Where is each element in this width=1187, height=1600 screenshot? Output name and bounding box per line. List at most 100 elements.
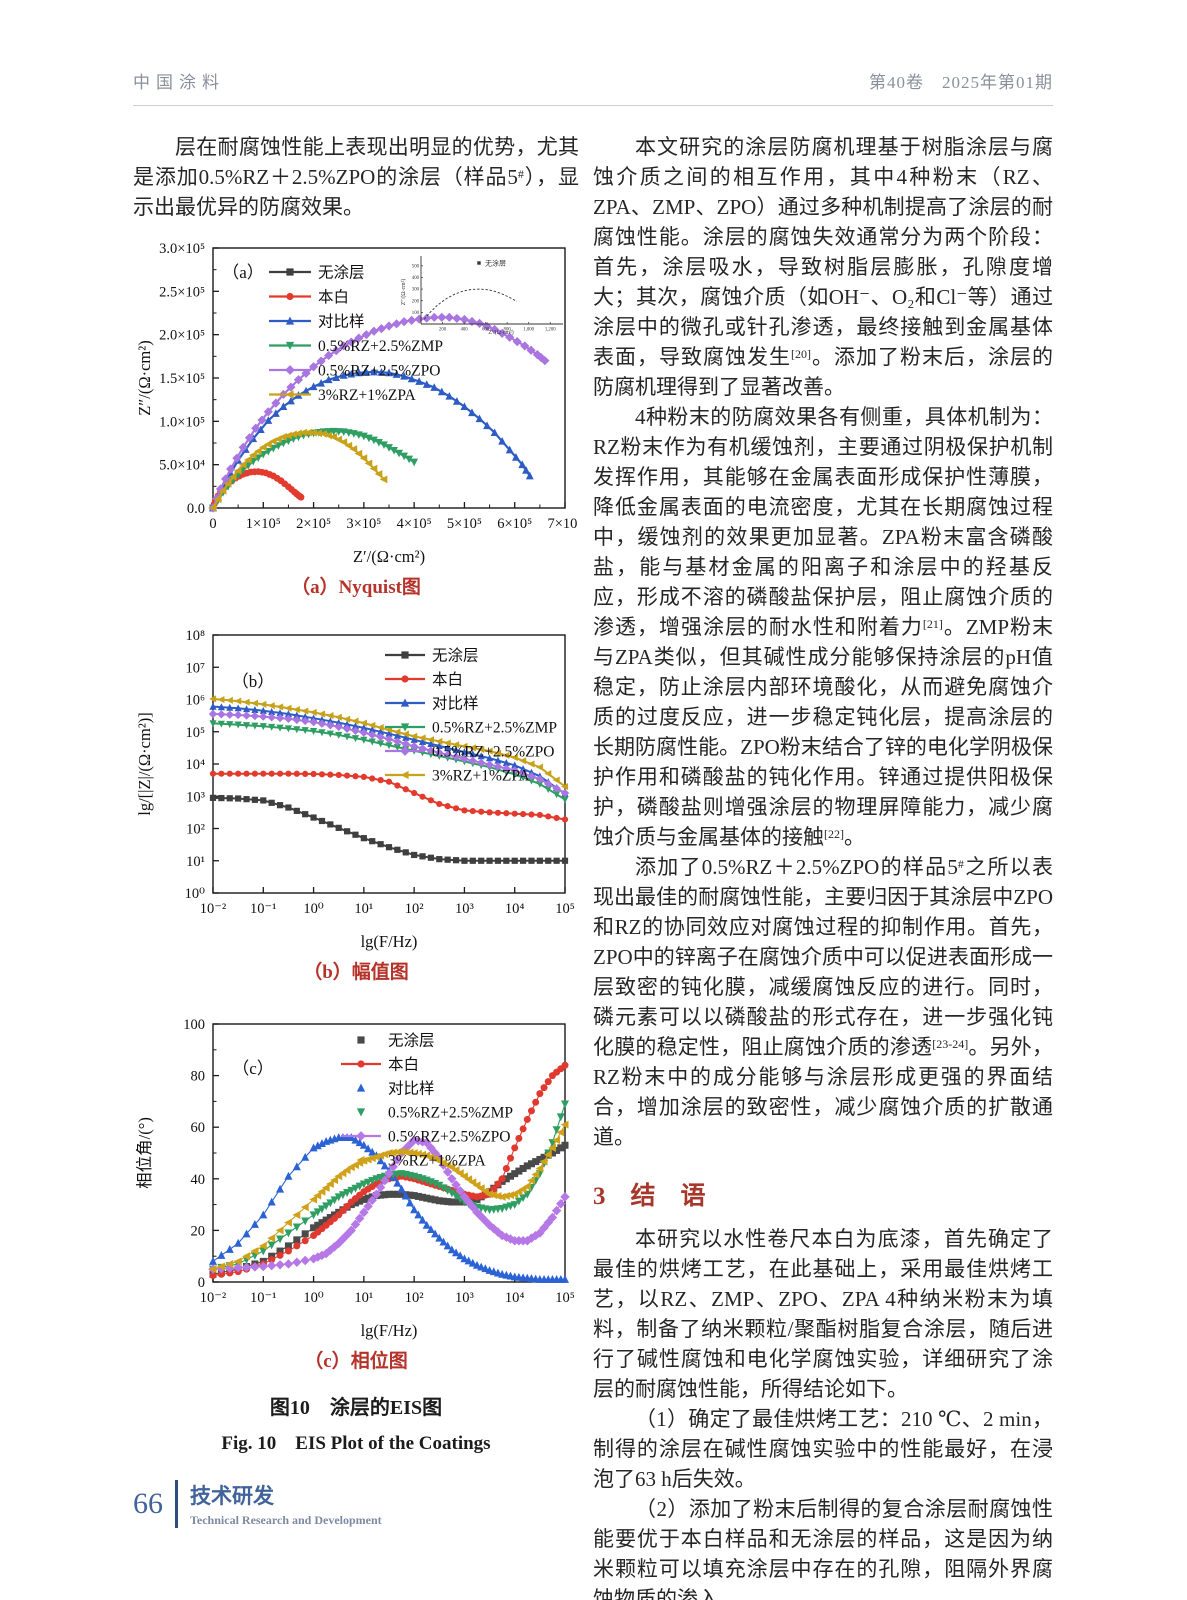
- svg-text:10²: 10²: [186, 822, 206, 838]
- svg-text:60: 60: [191, 1120, 206, 1136]
- paragraph-mechanism-overview: 本文研究的涂层防腐机理基于树脂涂层与腐蚀介质之间的相互作用，其中4种粉末（RZ、…: [593, 135, 1053, 399]
- svg-text:Z′/(Ω·cm²): Z′/(Ω·cm²): [488, 329, 513, 336]
- svg-text:0.5%RZ+2.5%ZPO: 0.5%RZ+2.5%ZPO: [432, 744, 554, 761]
- svg-text:10⁰: 10⁰: [303, 901, 324, 917]
- svg-text:无涂层: 无涂层: [432, 647, 479, 665]
- svg-text:对比样: 对比样: [432, 695, 479, 713]
- svg-text:10¹: 10¹: [186, 854, 205, 870]
- svg-text:相位角/(°): 相位角/(°): [135, 1117, 154, 1189]
- svg-text:10⁵: 10⁵: [185, 725, 205, 741]
- svg-text:1×10⁵: 1×10⁵: [246, 516, 281, 532]
- svg-text:本白: 本白: [318, 288, 349, 306]
- figure-caption-en: Fig. 10 EIS Plot of the Coatings: [221, 1433, 491, 1454]
- svg-text:（c）: （c）: [232, 1059, 274, 1078]
- figure-caption-zh: 图10 涂层的EIS图: [269, 1397, 443, 1419]
- bode-magnitude-chart: 10⁻² 10⁻¹ 10⁰ 10¹ 10² 10³ 10⁴ 10⁵ 10⁰ 10¹ 10² 10³ 10…: [135, 628, 575, 951]
- svg-text:3×10⁵: 3×10⁵: [346, 516, 381, 532]
- svg-text:无涂层: 无涂层: [485, 259, 506, 268]
- svg-text:1.5×10⁵: 1.5×10⁵: [159, 371, 205, 387]
- svg-text:10³: 10³: [455, 1290, 475, 1306]
- left-column: 层在耐腐蚀性能上表现出明显的优势，尤其是添加0.5%RZ＋2.5%ZPO的涂层（…: [133, 132, 579, 1600]
- footer-divider: [175, 1480, 178, 1528]
- svg-text:10²: 10²: [405, 901, 425, 917]
- svg-text:（a）: （a）: [222, 263, 264, 282]
- svg-text:10⁴: 10⁴: [505, 1290, 525, 1306]
- svg-text:600: 600: [482, 328, 490, 333]
- svg-text:0.0: 0.0: [187, 501, 205, 517]
- svg-text:3%RZ+1%ZPA: 3%RZ+1%ZPA: [388, 1153, 487, 1170]
- footer-section-zh: 技术研发: [190, 1485, 274, 1508]
- svg-text:无涂层: 无涂层: [388, 1032, 435, 1050]
- svg-text:Z″/(Ω·cm²): Z″/(Ω·cm²): [400, 279, 407, 306]
- svg-text:6×10⁵: 6×10⁵: [497, 516, 532, 532]
- svg-text:10¹: 10¹: [354, 1290, 373, 1306]
- svg-text:20: 20: [191, 1223, 206, 1239]
- svg-text:3%RZ+1%ZPA: 3%RZ+1%ZPA: [432, 768, 531, 785]
- footer-section-en: Technical Research and Development: [190, 1513, 382, 1527]
- svg-text:10³: 10³: [455, 901, 475, 917]
- paragraph-conclusion-intro: 本研究以水性卷尺本白为底漆，首先确定了最佳的烘烤工艺，在此基础上，采用最佳烘烤工…: [593, 1227, 1053, 1401]
- svg-text:3.0×10⁵: 3.0×10⁵: [159, 241, 205, 257]
- nyquist-chart: 0 1×10⁵ 2×10⁵ 3×10⁵ 4×10⁵ 5×10⁵ 6×10⁵ 7×10⁵ 0.0 5…: [135, 241, 578, 566]
- svg-text:200: 200: [439, 328, 447, 333]
- svg-text:7×10⁵: 7×10⁵: [548, 516, 578, 532]
- svg-text:10⁻¹: 10⁻¹: [250, 901, 277, 917]
- svg-text:10²: 10²: [405, 1290, 425, 1306]
- svg-text:10¹: 10¹: [354, 901, 373, 917]
- page-header: 中国涂料 第40卷 2025年第01期: [133, 68, 1053, 106]
- paragraph-conclusion-2: （2）添加了粉末后制得的复合涂层耐腐蚀性能要优于本白样品和无涂层的样品，这是因为…: [593, 1497, 1053, 1600]
- svg-text:10⁶: 10⁶: [185, 693, 205, 709]
- svg-text:10⁵: 10⁵: [555, 901, 575, 917]
- bode-phase-chart: 10⁻² 10⁻¹ 10⁰ 10¹ 10² 10³ 10⁴ 10⁵ 0 20 40 60 80 100 lg…: [135, 1017, 575, 1340]
- subcaption-b: （b）幅值图: [303, 962, 409, 983]
- svg-text:0.5%RZ+2.5%ZMP: 0.5%RZ+2.5%ZMP: [318, 338, 443, 355]
- svg-text:10⁷: 10⁷: [185, 660, 205, 676]
- svg-text:0.5%RZ+2.5%ZPO: 0.5%RZ+2.5%ZPO: [318, 363, 440, 380]
- subcaption-a: （a）Nyquist图: [291, 577, 421, 598]
- issue-info: 第40卷 2025年第01期: [869, 73, 1053, 92]
- svg-text:10⁻²: 10⁻²: [200, 901, 227, 917]
- svg-text:10⁸: 10⁸: [185, 628, 205, 644]
- svg-text:5×10⁵: 5×10⁵: [447, 516, 482, 532]
- svg-text:10³: 10³: [186, 789, 206, 805]
- paragraph-conclusion-1: （1）确定了最佳烘烤工艺：210 ℃、2 min，制得的涂层在碱性腐蚀实验中的性…: [593, 1407, 1053, 1491]
- svg-text:0: 0: [198, 1275, 205, 1291]
- figure-10: 0 1×10⁵ 2×10⁵ 3×10⁵ 4×10⁵ 5×10⁵ 6×10⁵ 7×10⁵ 0.0 5…: [133, 238, 579, 1455]
- subcaption-c: （c）相位图: [304, 1351, 408, 1372]
- svg-text:对比样: 对比样: [318, 313, 365, 331]
- svg-text:Z″/(Ω·cm²): Z″/(Ω·cm²): [135, 340, 154, 415]
- svg-text:2.5×10⁵: 2.5×10⁵: [159, 284, 205, 300]
- svg-text:10⁰: 10⁰: [303, 1290, 324, 1306]
- paragraph-sample5-synergy: 添加了0.5%RZ＋2.5%ZPO的样品5#之所以表现出最佳的耐腐蚀性能，主要归…: [593, 855, 1054, 1149]
- svg-text:0: 0: [209, 516, 216, 532]
- svg-text:10⁻²: 10⁻²: [200, 1290, 227, 1306]
- intro-paragraph: 层在耐腐蚀性能上表现出明显的优势，尤其是添加0.5%RZ＋2.5%ZPO的涂层（…: [133, 135, 580, 219]
- svg-text:（b）: （b）: [232, 672, 275, 691]
- svg-text:10⁴: 10⁴: [505, 901, 525, 917]
- page-number: 66: [133, 1487, 163, 1520]
- svg-text:2×10⁵: 2×10⁵: [296, 516, 331, 532]
- svg-text:0.5%RZ+2.5%ZPO: 0.5%RZ+2.5%ZPO: [388, 1129, 510, 1146]
- right-column: 本文研究的涂层防腐机理基于树脂涂层与腐蚀介质之间的相互作用，其中4种粉末（RZ、…: [593, 132, 1053, 1600]
- svg-text:10⁻¹: 10⁻¹: [250, 1290, 277, 1306]
- svg-text:本白: 本白: [432, 671, 463, 689]
- svg-text:1,000: 1,000: [523, 328, 534, 333]
- svg-text:800: 800: [504, 328, 512, 333]
- svg-text:无涂层: 无涂层: [318, 264, 365, 282]
- svg-text:400: 400: [460, 328, 468, 333]
- svg-text:1,200: 1,200: [545, 328, 556, 333]
- svg-text:100: 100: [183, 1017, 205, 1033]
- svg-text:Z′/(Ω·cm²): Z′/(Ω·cm²): [353, 547, 425, 566]
- svg-text:对比样: 对比样: [388, 1080, 435, 1098]
- two-column-body: 层在耐腐蚀性能上表现出明显的优势，尤其是添加0.5%RZ＋2.5%ZPO的涂层（…: [133, 132, 1053, 1600]
- svg-text:40: 40: [191, 1172, 206, 1188]
- svg-text:400: 400: [412, 276, 420, 281]
- paragraph-powder-mechanisms: 4种粉末的防腐效果各有侧重，具体机制为：RZ粉末作为有机缓蚀剂，主要通过阴极保护…: [593, 405, 1053, 849]
- page-footer: 66 技术研发 Technical Research and Developme…: [133, 1480, 382, 1528]
- svg-text:0.5%RZ+2.5%ZMP: 0.5%RZ+2.5%ZMP: [432, 720, 557, 737]
- svg-text:10⁵: 10⁵: [555, 1290, 575, 1306]
- svg-text:3%RZ+1%ZPA: 3%RZ+1%ZPA: [318, 387, 417, 404]
- svg-text:0.5%RZ+2.5%ZMP: 0.5%RZ+2.5%ZMP: [388, 1105, 513, 1122]
- svg-text:lg(F/Hz): lg(F/Hz): [361, 1321, 418, 1340]
